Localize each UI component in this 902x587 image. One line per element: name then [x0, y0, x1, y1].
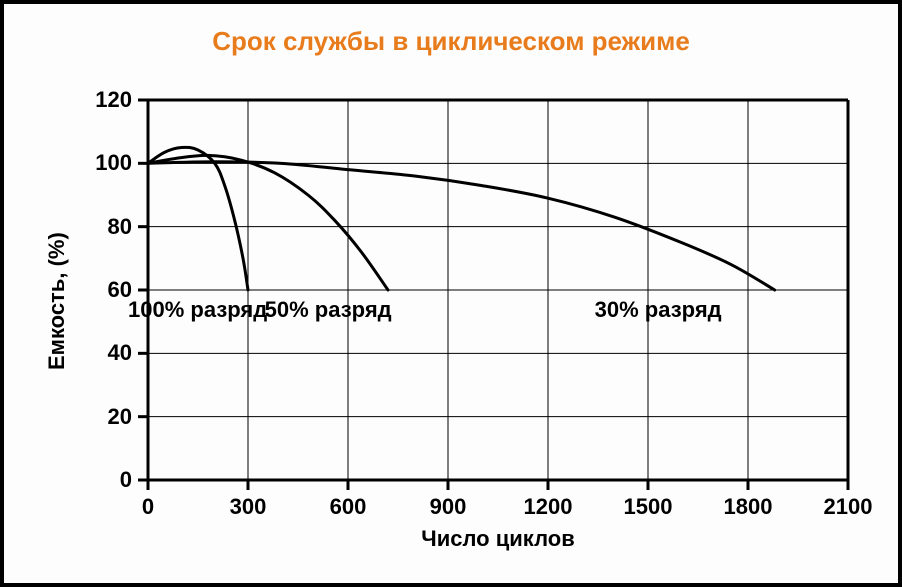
- x-tick-label: 1500: [618, 494, 678, 520]
- series-line: [148, 162, 775, 290]
- x-tick-label: 1200: [518, 494, 578, 520]
- y-tick-label: 100: [95, 150, 132, 176]
- x-axis-label: Число циклов: [148, 526, 848, 552]
- x-tick-label: 1800: [718, 494, 778, 520]
- series-label: 30% разряд: [595, 297, 722, 323]
- y-tick-label: 120: [95, 87, 132, 113]
- x-tick-label: 900: [418, 494, 478, 520]
- y-axis-label: Емкость, (%): [44, 232, 70, 370]
- y-tick-label: 40: [108, 340, 132, 366]
- y-tick-label: 20: [108, 404, 132, 430]
- y-tick-label: 80: [108, 214, 132, 240]
- series-label: 100% разряд: [128, 297, 267, 323]
- x-tick-label: 2100: [818, 494, 878, 520]
- x-tick-label: 600: [318, 494, 378, 520]
- series-line: [148, 147, 248, 290]
- chart-frame: Срок службы в циклическом режиме 0300600…: [0, 0, 902, 587]
- x-tick-label: 300: [218, 494, 278, 520]
- series-label: 50% разряд: [265, 297, 392, 323]
- x-tick-label: 0: [118, 494, 178, 520]
- y-tick-label: 0: [120, 467, 132, 493]
- series-line: [148, 155, 388, 290]
